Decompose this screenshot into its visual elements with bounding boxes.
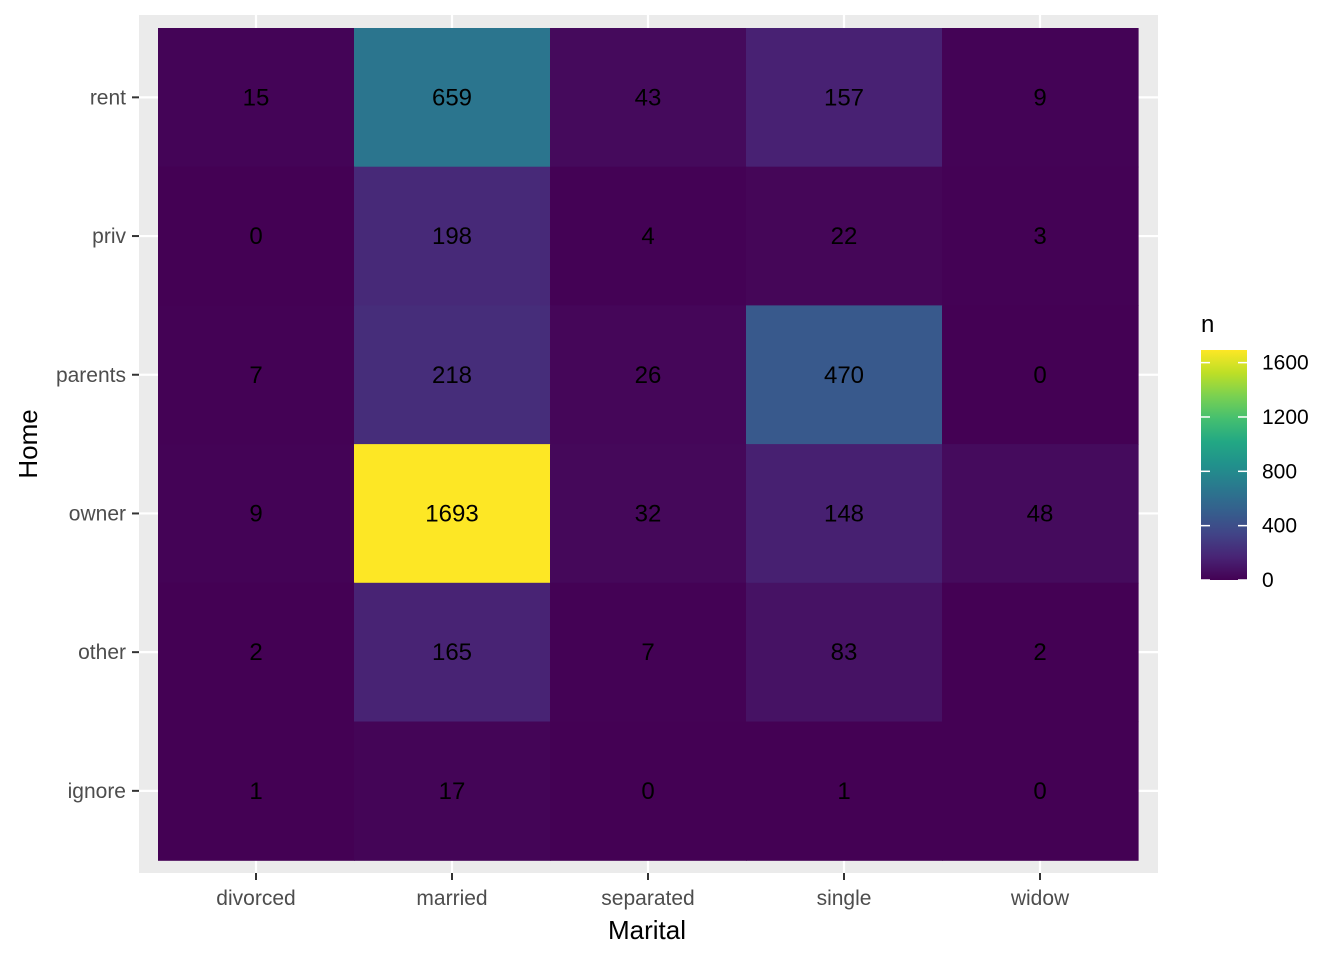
legend-tick-label: 1600 [1262,352,1309,375]
heatmap-cell [158,305,355,445]
cell-value-label: 15 [243,84,270,111]
heatmap-cell [942,166,1139,306]
heatmap-cell [550,166,747,306]
cell-value-label: 198 [432,223,472,250]
heatmap-cells [158,28,1139,861]
y-axis: rent priv parents owner other ignore [56,86,139,803]
heatmap-cell [354,582,551,723]
heatmap-cell [942,444,1139,584]
heatmap-cell [942,721,1139,861]
cell-value-label: 17 [439,778,466,805]
heatmap-cell [746,305,943,445]
y-tick-label: other [78,641,126,664]
heatmap-cell [746,721,943,861]
heatmap-cell [550,721,747,861]
cell-value-label: 0 [249,223,262,250]
cell-value-label: 165 [432,639,472,666]
x-tick-label: separated [601,887,694,910]
heatmap-cell [942,582,1139,723]
heatmap-cell-labels: 15 659 43 157 90 198 4 22 37 218 26 470 09 1693 32 148 4… [243,84,1054,805]
color-legend: n 0 400 800 1200 1600 [1201,311,1309,592]
heatmap-cell [158,28,355,168]
cell-value-label: 7 [249,362,262,389]
cell-value-label: 9 [249,500,262,527]
heatmap-cell [158,582,355,723]
heatmap-cell [158,721,355,861]
heatmap-cell [354,444,551,584]
x-tick-label: divorced [216,887,295,910]
heatmap-cell [354,305,551,445]
x-axis-title: Marital [608,915,686,945]
legend-tick-label: 400 [1262,515,1297,538]
legend-ticks: 0 400 800 1200 1600 [1201,352,1309,592]
cell-value-label: 3 [1033,223,1046,250]
cell-value-label: 0 [1033,778,1046,805]
cell-value-label: 9 [1033,84,1046,111]
legend-tick-label: 1200 [1262,406,1309,429]
x-tick-label: widow [1010,887,1070,910]
heatmap-cell [354,28,551,168]
cell-value-label: 2 [249,639,262,666]
y-tick-label: parents [56,364,126,387]
legend-tick-label: 0 [1262,569,1274,592]
heatmap-cell [746,28,943,168]
x-axis: divorced married separated single widow [216,873,1070,910]
y-tick-label: ignore [68,780,126,803]
cell-value-label: 2 [1033,639,1046,666]
cell-value-label: 48 [1027,500,1054,527]
x-tick-label: single [817,887,872,910]
heatmap-cell [354,721,551,861]
y-axis-title: Home [13,409,43,478]
legend-tick-label: 800 [1262,460,1297,483]
cell-value-label: 470 [824,362,864,389]
cell-value-label: 659 [432,84,472,111]
cell-value-label: 26 [635,362,662,389]
cell-value-label: 157 [824,84,864,111]
heatmap-cell [550,444,747,584]
cell-value-label: 22 [831,223,858,250]
heatmap-cell [158,444,355,584]
heatmap-cell [746,166,943,306]
cell-value-label: 218 [432,362,472,389]
cell-value-label: 43 [635,84,662,111]
cell-value-label: 83 [831,639,858,666]
legend-title: n [1201,311,1214,338]
heatmap-cell [354,166,551,306]
heatmap-cell [746,582,943,723]
heatmap-cell [550,305,747,445]
heatmap-cell [550,582,747,723]
x-tick-label: married [416,887,487,910]
cell-value-label: 1 [837,778,850,805]
heatmap-cell [158,166,355,306]
heatmap-cell [942,305,1139,445]
cell-value-label: 0 [1033,362,1046,389]
legend-colorbar [1201,350,1247,580]
cell-value-label: 7 [641,639,654,666]
y-tick-label: rent [90,86,126,109]
heatmap-cell [550,28,747,168]
cell-value-label: 0 [641,778,654,805]
heatmap-cell [746,444,943,584]
y-tick-label: owner [69,502,126,525]
heatmap-cell [942,28,1139,168]
cell-value-label: 4 [641,223,654,250]
cell-value-label: 148 [824,500,864,527]
cell-value-label: 32 [635,500,662,527]
cell-value-label: 1693 [425,500,478,527]
y-tick-label: priv [92,225,126,248]
cell-value-label: 1 [249,778,262,805]
